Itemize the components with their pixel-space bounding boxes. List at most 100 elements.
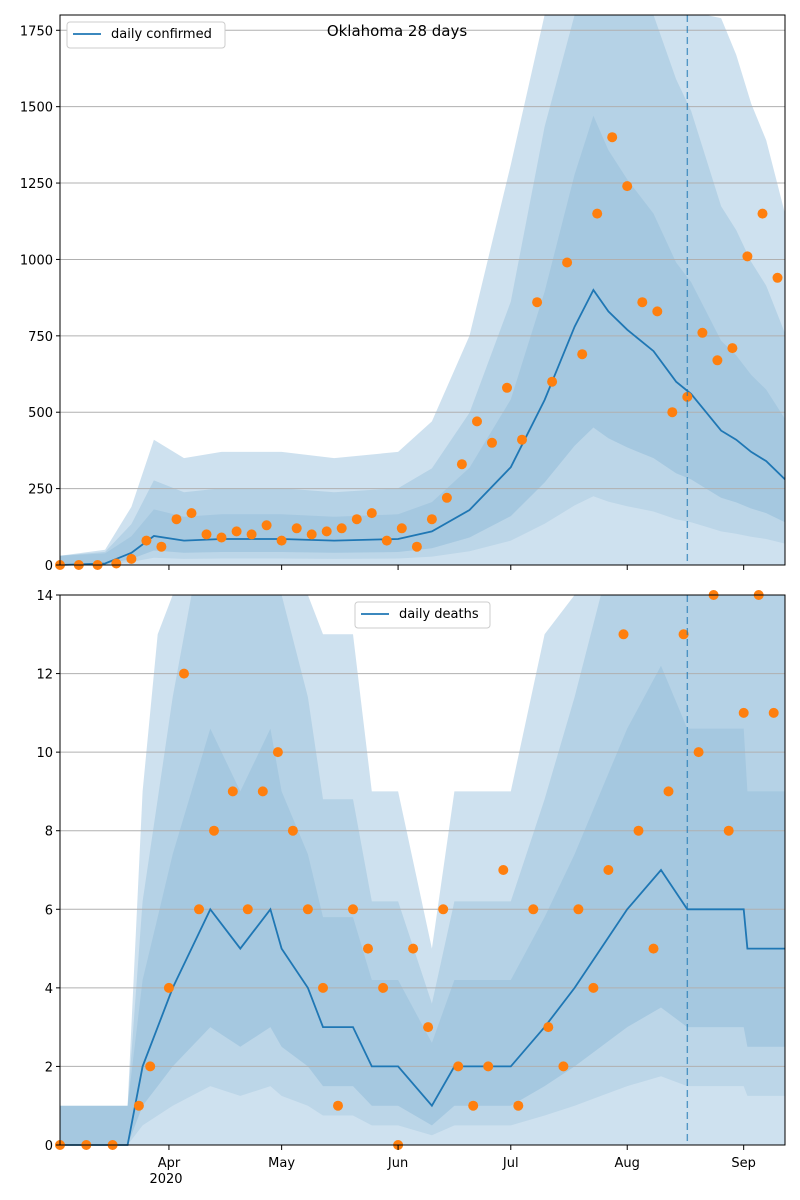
deaths-panel: 0 2 4 6 8 10 12 14 Apr May Jun Jul Aug Sep daily dea…	[36, 589, 786, 1187]
observed-point	[577, 349, 588, 360]
deaths-y-ticks: 0 2 4 6 8 10 12 14	[36, 589, 60, 1154]
y-tick-label: 14	[36, 589, 53, 604]
observed-point	[532, 297, 543, 308]
observed-point	[216, 532, 227, 543]
deaths-series-line	[60, 868, 785, 1146]
observed-point	[194, 904, 204, 915]
observed-point	[697, 327, 708, 338]
observed-point	[693, 747, 704, 758]
confirmed-y-ticks: 0 250 500 750 1000 1250 1500 1750	[20, 24, 60, 574]
observed-point	[276, 535, 287, 546]
observed-point	[423, 1022, 434, 1033]
observed-point	[667, 407, 678, 418]
observed-point	[603, 865, 614, 875]
y-tick-label: 0	[45, 1139, 53, 1154]
deaths-axes-frame	[59, 594, 786, 1146]
observed-point	[588, 982, 599, 993]
y-tick-label: 1500	[20, 101, 53, 116]
observed-point	[438, 904, 449, 915]
observed-point	[483, 1061, 494, 1072]
observed-point	[663, 786, 674, 797]
confirmed-chart-title: Oklahoma 28 days	[327, 22, 468, 40]
observed-point	[302, 904, 313, 915]
observed-point	[366, 508, 377, 519]
observed-point	[723, 825, 734, 836]
observed-point	[378, 982, 389, 993]
x-tick-label: Aug	[615, 1156, 640, 1171]
y-tick-label: 250	[28, 483, 53, 498]
deaths-x-ticks: Apr May Jun Jul Aug Sep	[158, 1145, 756, 1171]
observed-point	[272, 747, 283, 758]
observed-point	[171, 514, 182, 525]
x-tick-label: May	[268, 1156, 295, 1171]
y-tick-label: 6	[45, 903, 53, 918]
uncertainty-band-3	[60, 115, 785, 566]
y-tick-label: 12	[36, 668, 53, 683]
y-tick-label: 750	[28, 330, 53, 345]
confirmed-uncertainty-bands	[60, 15, 785, 566]
observed-point	[513, 1100, 524, 1111]
deaths-legend-box	[354, 601, 491, 629]
confirmed-observed-points	[55, 132, 783, 570]
observed-point	[757, 208, 768, 219]
confirmed-legend-label: daily confirmed	[111, 27, 212, 42]
observed-point	[287, 825, 298, 836]
observed-point	[528, 904, 539, 915]
uncertainty-band-1	[60, 595, 785, 1145]
observed-point	[652, 306, 663, 317]
deaths-uncertainty-bands	[60, 595, 785, 1145]
observed-point	[141, 535, 152, 546]
observed-point	[246, 529, 257, 540]
observed-point	[502, 382, 512, 393]
observed-point	[133, 1100, 144, 1111]
observed-point	[348, 904, 358, 915]
observed-point	[333, 1100, 343, 1111]
observed-point	[163, 982, 174, 993]
x-axis-year-label: 2020	[149, 1172, 182, 1187]
observed-point	[179, 668, 189, 679]
observed-point	[209, 825, 219, 836]
x-tick-label: Apr	[158, 1156, 181, 1171]
uncertainty-band-1	[60, 15, 785, 565]
observed-point	[291, 523, 302, 534]
y-tick-label: 2	[45, 1060, 53, 1075]
observed-point	[573, 904, 584, 915]
observed-point	[637, 297, 648, 308]
observed-point	[543, 1022, 554, 1033]
observed-point	[562, 257, 573, 268]
observed-point	[517, 434, 527, 445]
observed-point	[648, 943, 659, 954]
observed-point	[592, 208, 603, 219]
observed-point	[622, 181, 633, 192]
x-tick-label: Jul	[502, 1156, 519, 1171]
uncertainty-band-2	[60, 595, 785, 1145]
observed-point	[768, 707, 779, 718]
y-tick-label: 1250	[20, 177, 53, 192]
confirmed-x-ticks	[168, 565, 745, 570]
observed-point	[607, 132, 618, 143]
observed-point	[772, 272, 783, 283]
observed-point	[682, 391, 693, 402]
confirmed-axes-frame	[59, 14, 786, 566]
deaths-legend-label: daily deaths	[399, 607, 479, 622]
observed-point	[678, 629, 689, 640]
observed-point	[487, 437, 497, 448]
observed-point	[738, 707, 749, 718]
observed-point	[468, 1100, 479, 1111]
observed-point	[111, 558, 122, 569]
observed-point	[257, 786, 268, 797]
observed-point	[426, 514, 437, 525]
y-tick-label: 1750	[20, 24, 53, 39]
observed-point	[453, 1061, 464, 1072]
observed-point	[558, 1061, 569, 1072]
observed-point	[396, 523, 407, 534]
observed-point	[408, 943, 419, 954]
uncertainty-band-2	[60, 15, 785, 565]
observed-point	[727, 343, 738, 354]
y-tick-label: 10	[36, 746, 53, 761]
observed-point	[201, 529, 212, 540]
observed-point	[742, 251, 753, 262]
observed-point	[498, 865, 509, 875]
